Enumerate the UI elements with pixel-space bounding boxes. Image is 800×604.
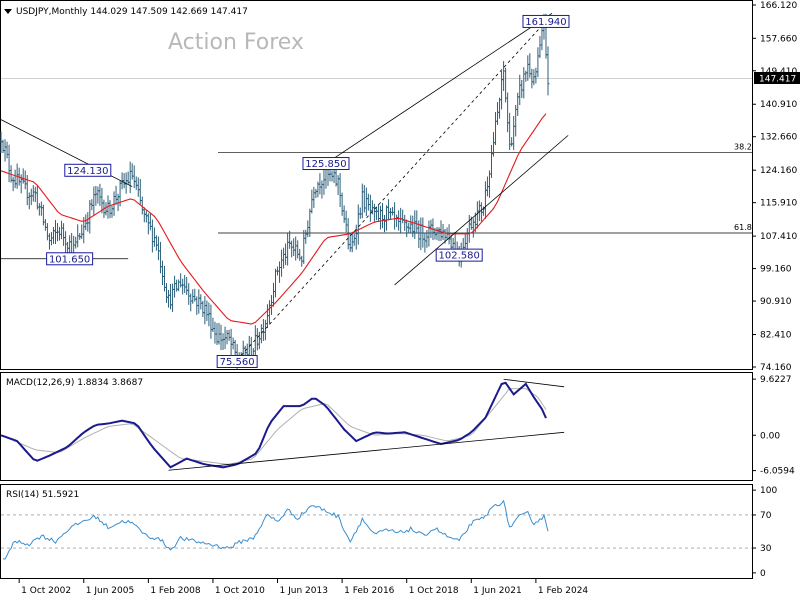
price-annotation-0: 161.940	[522, 14, 570, 28]
price-annotation-box	[64, 163, 112, 177]
price-annotation-3: 101.650	[46, 252, 94, 266]
macd-header: MACD(12,26,9) 1.8834 3.8687	[6, 378, 143, 388]
fib-label-1: 61.8	[734, 223, 752, 232]
y-tick-label-0: 166.120	[760, 1, 797, 11]
price-annotation-box	[435, 248, 483, 262]
price-annotation-box	[522, 14, 570, 28]
rsi-panel-frame	[0, 484, 753, 579]
y-tick-label-11: 74.160	[760, 363, 792, 373]
price-annotation-box	[216, 354, 258, 368]
macd-tick-label-1: 0.00	[760, 431, 780, 441]
price-annotation-label: 102.580	[439, 251, 480, 262]
price-annotation-label: 101.650	[49, 254, 90, 265]
x-tick-label-7: 1 Jun 2021	[473, 586, 521, 596]
rsi-tick-label-2: 30	[760, 544, 772, 554]
trend-line-4	[394, 135, 569, 286]
y-tick-label-2: 149.410	[760, 67, 797, 77]
price-annotation-box	[46, 252, 94, 266]
trend-line-3	[236, 20, 547, 361]
price-annotation-5: 75.560	[216, 354, 258, 368]
last-price-label: 147.417	[759, 75, 796, 85]
collapse-triangle-icon[interactable]	[4, 9, 12, 14]
macd-plot-area	[0, 378, 565, 471]
macd-tick-label-2: -6.0594	[760, 467, 795, 477]
x-tick-label-5: 1 Feb 2016	[344, 586, 395, 596]
price-annotation-4: 102.580	[435, 248, 483, 262]
rsi-header: RSI(14) 51.5921	[6, 490, 79, 500]
ohlc-bar	[546, 46, 550, 96]
rsi-tick-label-0: 100	[760, 486, 777, 496]
fib-label-0: 38.2	[734, 143, 752, 152]
price-annotation-box	[302, 157, 350, 171]
moving-average-line	[0, 113, 547, 325]
macd-line	[0, 381, 547, 469]
x-tick-label-2: 1 Feb 2008	[150, 586, 201, 596]
price-annotation-label: 161.940	[525, 17, 566, 28]
main-panel-frame	[0, 0, 753, 370]
rsi-tick-label-1: 70	[760, 511, 772, 521]
rsi-tick-label-3: 0	[760, 569, 766, 579]
y-tick-label-10: 82.410	[760, 331, 792, 341]
y-tick-label-6: 115.910	[760, 199, 797, 209]
price-annotation-2: 125.850	[302, 157, 350, 171]
x-tick-label-4: 1 Jun 2013	[280, 586, 328, 596]
y-tick-label-5: 124.160	[760, 166, 797, 176]
x-tick-label-0: 1 Oct 2002	[21, 586, 71, 596]
rsi-line	[2, 499, 549, 560]
price-annotation-label: 125.850	[305, 159, 346, 170]
price-annotation-1: 124.130	[64, 163, 112, 177]
trend-line-2	[325, 13, 553, 164]
x-tick-label-8: 1 Feb 2024	[538, 586, 589, 596]
chart-header: USDJPY,Monthly 144.029 147.509 142.669 1…	[16, 7, 248, 17]
macd-panel-frame	[0, 372, 753, 481]
y-tick-label-9: 90.910	[760, 297, 792, 307]
rsi-plot-area	[1, 499, 752, 560]
y-tick-label-3: 140.910	[760, 100, 797, 110]
axes: 166.120 157.660 149.410 140.910 132.660 124.1…	[18, 1, 797, 596]
macd-tick-label-0: 9.6227	[760, 375, 792, 385]
price-annotation-label: 124.130	[67, 166, 108, 177]
x-tick-label-3: 1 Oct 2010	[215, 586, 265, 596]
macd-signal-line	[0, 388, 547, 465]
y-tick-label-1: 157.660	[760, 34, 797, 44]
price-annotation-label: 75.560	[220, 357, 255, 368]
y-tick-label-7: 107.410	[760, 232, 797, 242]
x-tick-label-6: 1 Oct 2018	[409, 586, 459, 596]
y-tick-label-8: 99.160	[760, 265, 792, 275]
y-tick-label-4: 132.660	[760, 133, 797, 143]
last-price-tag: 147.417	[754, 72, 800, 85]
macd-trend-line-1	[503, 378, 565, 388]
main-plot-area: 38.2 61.8 161.940 124.130 125.850 101.650 102.…	[0, 13, 752, 369]
macd-trend-line-0	[168, 431, 565, 471]
watermark: Action Forex	[168, 30, 304, 55]
x-tick-label-1: 1 Jun 2005	[86, 586, 134, 596]
